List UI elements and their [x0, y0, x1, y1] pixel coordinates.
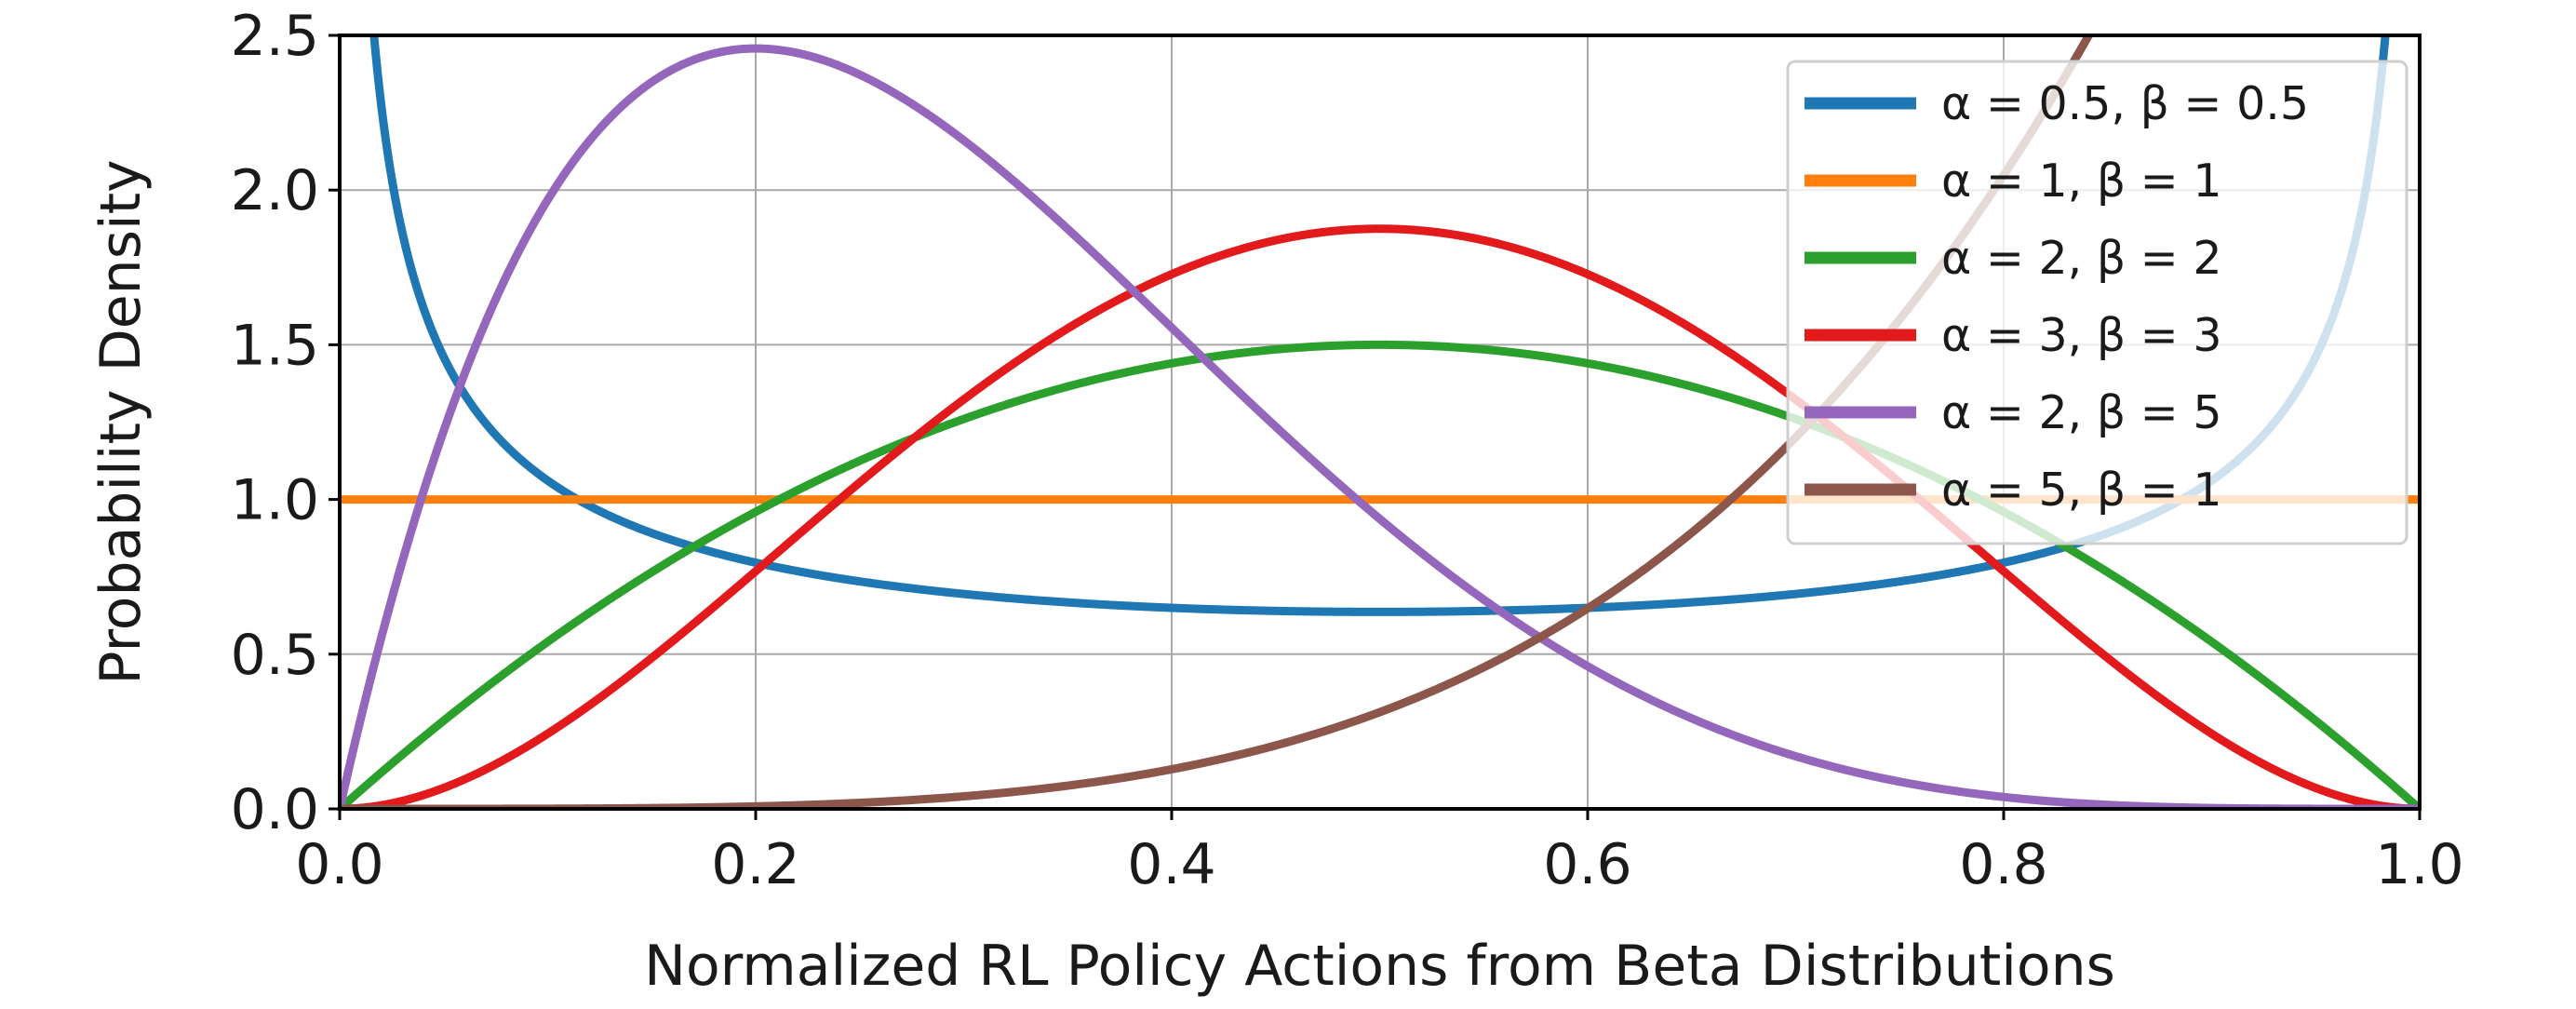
x-tick-label: 1.0	[2375, 832, 2463, 897]
series-line-4	[340, 224, 2420, 809]
x-tick-label: 0.6	[1543, 832, 1631, 897]
axis-ticks: 0.0 0.2 0.4 0.6 0.8 1.0 0.0 0.5 1.0 1.5 2.0 2.5	[231, 4, 2464, 897]
legend-entry-label: α = 2, β = 2	[1941, 232, 2222, 285]
y-tick-label: 0.5	[231, 623, 319, 688]
y-tick-label: 1.0	[231, 468, 319, 533]
x-tick-label: 0.2	[711, 832, 799, 897]
y-tick-label: 2.0	[231, 158, 319, 223]
x-tick-label: 0.8	[1959, 832, 2047, 897]
x-tick-label: 0.4	[1127, 832, 1215, 897]
series-line-3	[340, 340, 2420, 809]
legend-entry-label: α = 3, β = 3	[1941, 309, 2222, 362]
legend-entry-label: α = 0.5, β = 0.5	[1941, 77, 2309, 130]
legend-entry-label: α = 1, β = 1	[1941, 155, 2222, 208]
y-tick-label: 0.0	[231, 777, 319, 842]
legend-box	[1786, 60, 2408, 545]
legend-entry-label: α = 5, β = 1	[1941, 464, 2222, 517]
x-tick-label: 0.0	[295, 832, 383, 897]
y-tick-label: 2.5	[231, 4, 319, 69]
legend: α = 0.5, β = 0.5 α = 1, β = 1 α = 2, β = 2…	[1786, 60, 2408, 545]
y-axis-title: Probability Density	[88, 159, 154, 684]
y-tick-label: 1.5	[231, 313, 319, 378]
x-axis-title: Normalized RL Policy Actions from Beta D…	[644, 934, 2115, 999]
plot-frame	[338, 34, 2422, 811]
series-line-5	[340, 44, 2420, 809]
legend-entry-label: α = 2, β = 5	[1941, 386, 2222, 439]
